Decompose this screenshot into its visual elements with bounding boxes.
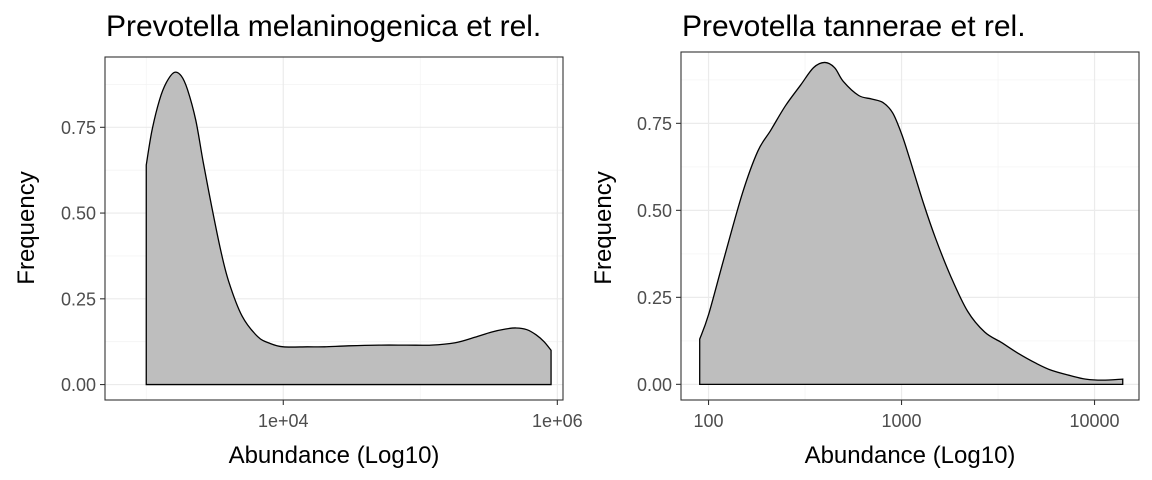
panel-border	[680, 51, 1140, 401]
plot-area	[145, 71, 552, 386]
x-axis-title: Abundance (Log10)	[229, 442, 440, 469]
y-tick-label: 0.75	[61, 118, 96, 138]
y-axis-title: Frequency	[590, 171, 617, 284]
y-tick-label: 0.50	[61, 204, 96, 224]
chart-panel-1: Prevotella melaninogenica et rel. Abunda…	[13, 10, 583, 469]
x-tick-label: 1e+04	[258, 411, 309, 431]
chart-panel-2: Prevotella tannerae et rel. Abundance (L…	[590, 10, 1140, 469]
density-area	[145, 71, 552, 386]
y-tick-label: 0.50	[637, 201, 672, 221]
chart-title: Prevotella tannerae et rel.	[682, 10, 1026, 43]
x-tick-label: 1000	[882, 411, 922, 431]
density-area	[699, 61, 1124, 385]
plot-area	[699, 61, 1124, 385]
panel-border	[104, 56, 564, 401]
x-tick-label: 100	[694, 411, 724, 431]
axes: 0.00 0.25 0.50 0.75 1e+04 1e+06	[61, 118, 583, 431]
y-tick-label: 0.75	[637, 114, 672, 134]
chart-title: Prevotella melaninogenica et rel.	[106, 10, 541, 43]
x-axis-title: Abundance (Log10)	[805, 442, 1016, 469]
x-tick-label: 1e+06	[532, 411, 583, 431]
y-tick-label: 0.25	[637, 288, 672, 308]
y-tick-label: 0.25	[61, 289, 96, 309]
axes: 0.00 0.25 0.50 0.75 100 1000 10000	[637, 114, 1120, 431]
y-tick-label: 0.00	[61, 375, 96, 395]
y-tick-label: 0.00	[637, 375, 672, 395]
x-tick-label: 10000	[1069, 411, 1119, 431]
y-axis-title: Frequency	[13, 171, 40, 284]
